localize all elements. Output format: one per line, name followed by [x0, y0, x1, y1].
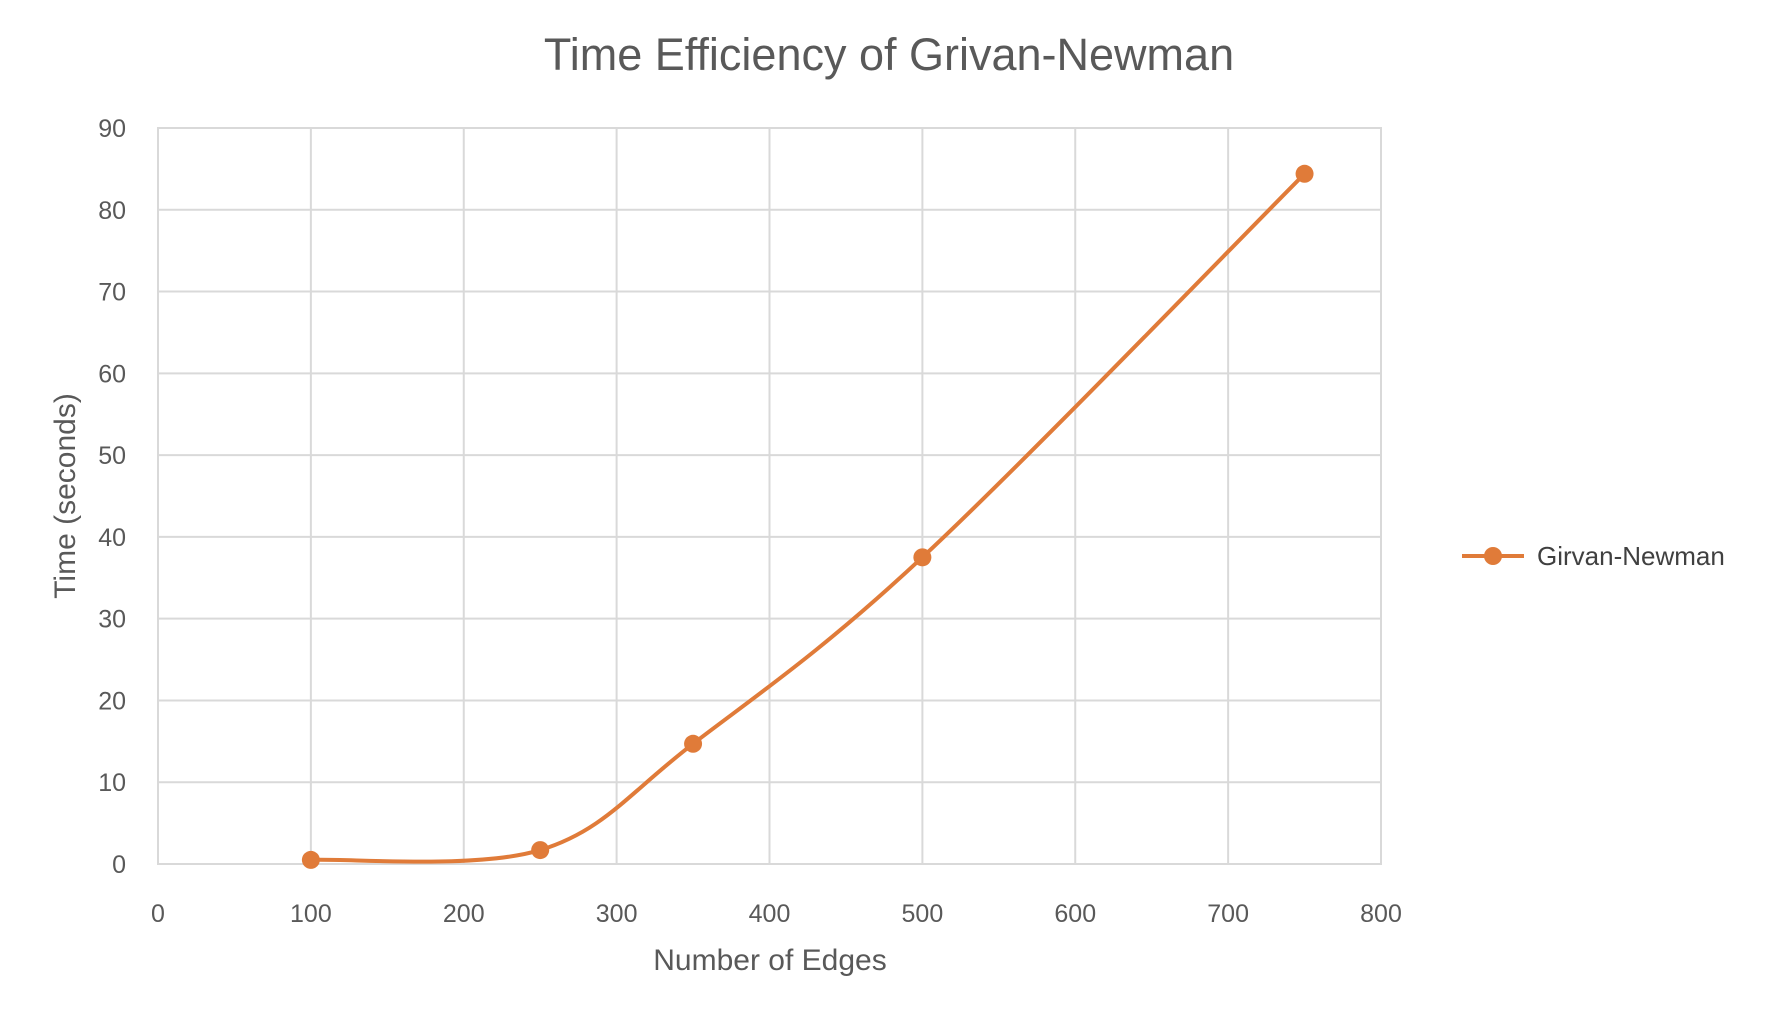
x-tick-label: 0: [151, 900, 165, 928]
y-tick-label: 10: [98, 769, 126, 797]
y-axis-label: Time (seconds): [49, 393, 82, 599]
x-tick-label: 200: [443, 900, 485, 928]
x-tick-label: 600: [1054, 900, 1096, 928]
y-tick-label: 90: [98, 115, 126, 143]
data-point-marker: [1295, 164, 1314, 183]
x-tick-label: 800: [1360, 900, 1402, 928]
y-tick-label: 40: [98, 524, 126, 552]
chart-title: Time Efficiency of Grivan-Newman: [544, 29, 1234, 80]
x-axis-label: Number of Edges: [653, 944, 886, 977]
data-point-marker: [913, 548, 932, 567]
gridlines: [157, 127, 1382, 865]
legend: Girvan-Newman: [1462, 541, 1725, 571]
data-point-marker: [684, 734, 703, 753]
x-tick-label: 500: [902, 900, 944, 928]
data-point-marker: [301, 850, 320, 869]
y-tick-label: 20: [98, 687, 126, 715]
x-axis-ticks: 0 100 200 300 400 500 600 700 800: [151, 900, 1402, 928]
x-tick-label: 300: [596, 900, 638, 928]
x-tick-label: 400: [749, 900, 791, 928]
y-tick-label: 50: [98, 442, 126, 470]
series-layer: [301, 164, 1314, 869]
x-tick-label: 700: [1207, 900, 1249, 928]
y-tick-label: 70: [98, 279, 126, 307]
y-tick-label: 30: [98, 606, 126, 634]
legend-dot-marker: [1484, 547, 1502, 565]
y-tick-label: 0: [112, 851, 126, 879]
data-point-marker: [531, 841, 550, 860]
y-tick-label: 80: [98, 197, 126, 225]
y-axis-ticks: 0 10 20 30 40 50 60 70 80 90: [98, 115, 126, 879]
plot-area: [157, 127, 1382, 865]
y-tick-label: 60: [98, 360, 126, 388]
legend-label: Girvan-Newman: [1537, 541, 1725, 571]
series-line: [308, 171, 1307, 864]
x-tick-label: 100: [290, 900, 332, 928]
